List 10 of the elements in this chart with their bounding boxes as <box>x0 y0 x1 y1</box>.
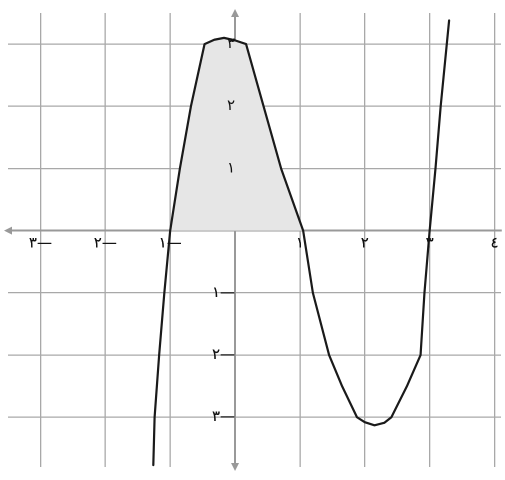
x-tick-label: ٤ <box>490 234 499 252</box>
y-tick-label: ٢— <box>212 344 236 363</box>
x-tick-label: ٢ <box>360 234 369 252</box>
y-tick-label: ١ <box>226 158 236 176</box>
x-tick-label: ٢— <box>94 234 117 252</box>
x-tick-label: ١ <box>296 234 304 252</box>
y-tick-label: ٣— <box>212 407 236 426</box>
x-tick-label: ٣— <box>28 234 52 252</box>
y-tick-label: ١— <box>212 282 236 301</box>
y-tick-label: ٢ <box>226 96 236 114</box>
